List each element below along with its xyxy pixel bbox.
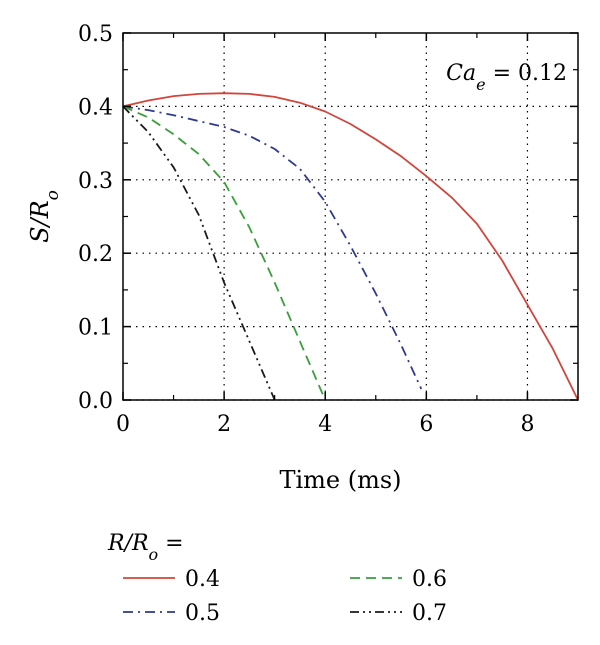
y-tick-label: 0.0	[78, 389, 113, 414]
legend-item-0-7: 0.7	[350, 601, 447, 626]
series-line-0-4	[122, 92, 579, 401]
y-tick-label: 0.4	[78, 95, 113, 120]
series-line-0-7	[122, 105, 276, 401]
legend-item-0-4: 0.4	[123, 567, 220, 592]
x-axis-title: Time (ms)	[279, 466, 401, 494]
x-tick-label: 8	[520, 412, 534, 437]
series-lines	[122, 92, 579, 401]
series-line-0-6	[122, 105, 327, 401]
x-tick-label: 6	[419, 412, 433, 437]
x-tick-label: 0	[116, 412, 130, 437]
legend-label: 0.6	[412, 567, 447, 592]
axis-tick-labels: 0 2 4 6 8 0.0 0.1 0.2 0.3 0.4 0.5	[78, 22, 534, 437]
legend-label: 0.7	[412, 601, 447, 626]
legend-label: 0.4	[185, 567, 220, 592]
legend-item-0-5: 0.5	[123, 601, 220, 626]
legend: R/Ro = 0.4 0.6 0.5 0.7	[107, 531, 447, 626]
grid-lines	[123, 33, 578, 401]
y-tick-label: 0.3	[78, 169, 113, 194]
legend-label: 0.5	[185, 601, 220, 626]
y-tick-label: 0.2	[78, 242, 113, 267]
x-tick-label: 4	[318, 412, 332, 437]
capillary-number-annotation: Cae = 0.12	[446, 61, 567, 94]
y-axis-title: S/Ro	[26, 190, 63, 243]
x-tick-label: 2	[217, 412, 231, 437]
plot-frame	[122, 32, 579, 401]
axis-ticks	[122, 32, 578, 401]
y-tick-label: 0.1	[78, 316, 113, 341]
series-line-0-5	[122, 105, 423, 390]
legend-title: R/Ro =	[107, 531, 184, 564]
y-tick-label: 0.5	[78, 22, 113, 47]
legend-item-0-6: 0.6	[350, 567, 447, 592]
